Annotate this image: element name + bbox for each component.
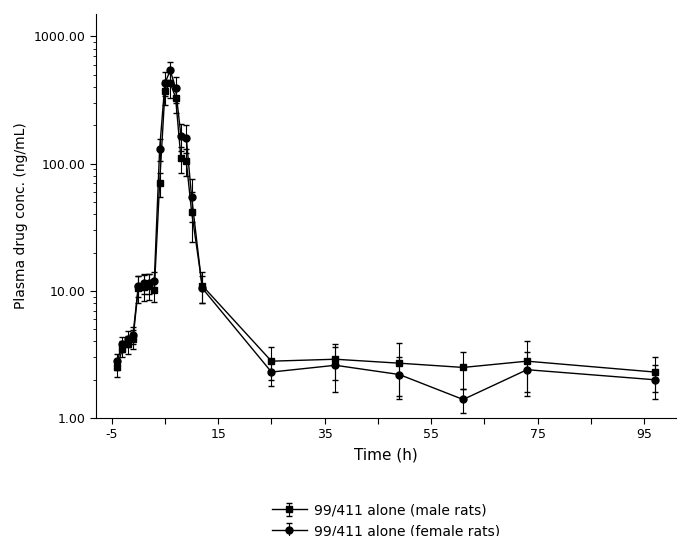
Y-axis label: Plasma drug conc. (ng/mL): Plasma drug conc. (ng/mL) [14,123,28,309]
Legend: 99/411 alone (male rats), 99/411 alone (female rats): 99/411 alone (male rats), 99/411 alone (… [266,498,505,536]
X-axis label: Time (h): Time (h) [354,447,418,462]
